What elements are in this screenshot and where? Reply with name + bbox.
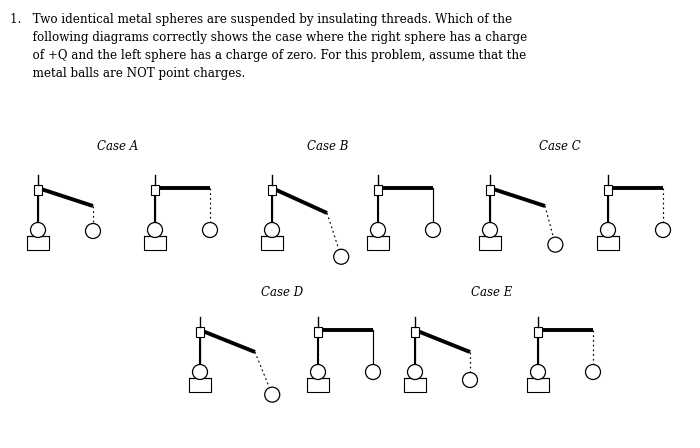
Bar [604, 185, 612, 195]
Text: Case C: Case C [539, 140, 581, 153]
Bar [261, 236, 283, 250]
Circle shape [148, 223, 162, 237]
Bar [404, 378, 426, 392]
Bar [151, 185, 159, 195]
Text: Case B: Case B [307, 140, 349, 153]
Text: Case E: Case E [471, 286, 512, 299]
Bar [374, 185, 382, 195]
Bar [34, 185, 42, 195]
Bar [27, 236, 49, 250]
Text: Case A: Case A [97, 140, 139, 153]
Circle shape [531, 365, 545, 379]
Circle shape [426, 223, 440, 237]
Text: Case D: Case D [261, 286, 303, 299]
Circle shape [370, 223, 386, 237]
Bar [534, 327, 542, 337]
Circle shape [31, 223, 46, 237]
Circle shape [407, 365, 423, 379]
Bar [479, 236, 501, 250]
Circle shape [482, 223, 498, 237]
Bar [189, 378, 211, 392]
Bar [367, 236, 389, 250]
Text: 1.   Two identical metal spheres are suspended by insulating threads. Which of t: 1. Two identical metal spheres are suspe… [10, 13, 527, 80]
Bar [196, 327, 204, 337]
Bar [486, 185, 493, 195]
Circle shape [548, 237, 563, 252]
Bar [307, 378, 329, 392]
Circle shape [601, 223, 615, 237]
Bar [412, 327, 419, 337]
Circle shape [311, 365, 326, 379]
Circle shape [655, 223, 671, 237]
Circle shape [463, 372, 477, 388]
Circle shape [265, 387, 280, 402]
Circle shape [365, 365, 381, 379]
Bar [597, 236, 619, 250]
Circle shape [585, 365, 601, 379]
Circle shape [85, 224, 101, 238]
Circle shape [202, 223, 218, 237]
Bar [268, 185, 276, 195]
Bar [314, 327, 322, 337]
Bar [527, 378, 549, 392]
Circle shape [265, 223, 279, 237]
Bar [144, 236, 166, 250]
Circle shape [334, 249, 349, 264]
Circle shape [193, 365, 207, 379]
